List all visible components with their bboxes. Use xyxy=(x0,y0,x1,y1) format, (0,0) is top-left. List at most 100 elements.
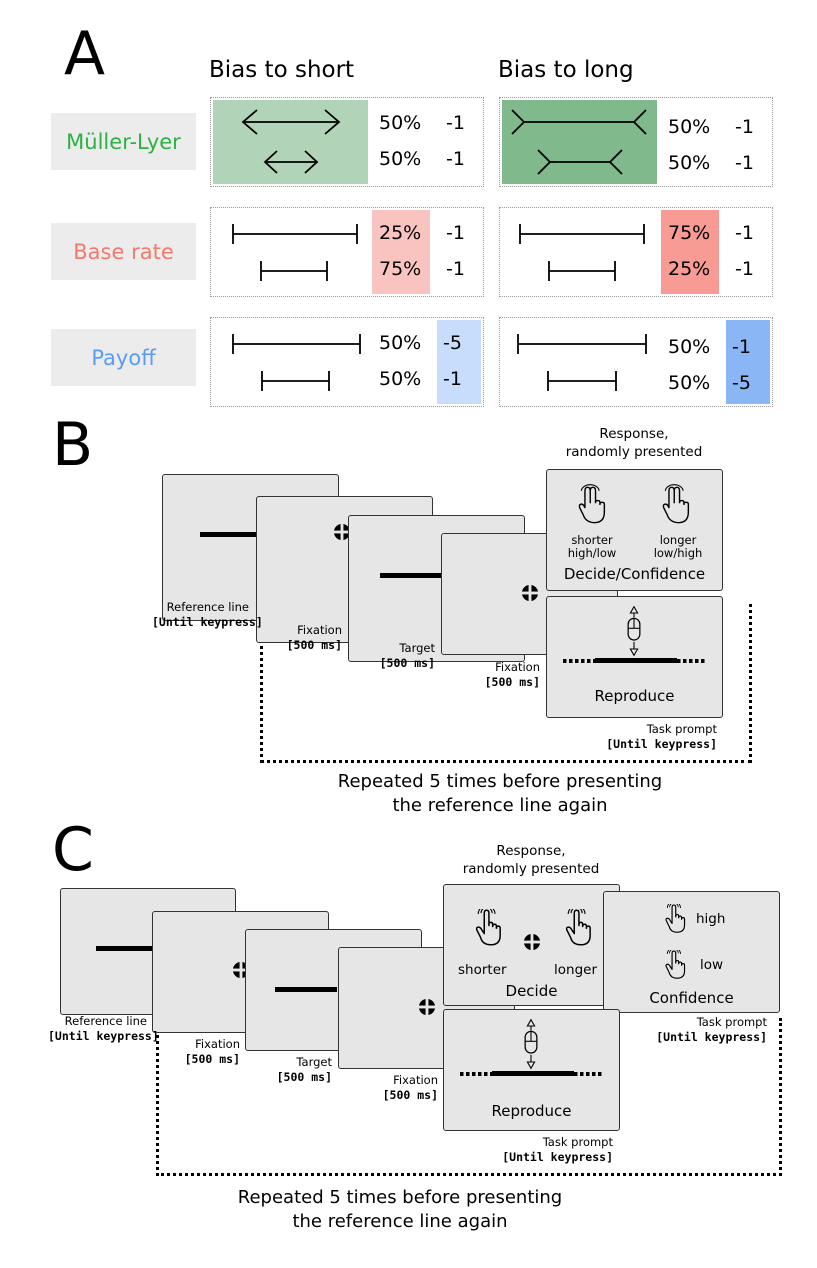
two-finger-tap-icon xyxy=(661,484,691,526)
c-fixation1-caption: Fixation [500 ms] xyxy=(184,1037,240,1066)
muller-lyer-long-figure xyxy=(511,109,647,175)
c-confidence-prompt-caption: Task prompt [Until keypress] xyxy=(656,1015,767,1044)
fixation-icon xyxy=(521,584,539,602)
c-high-label: high xyxy=(696,911,726,927)
c-reproduce-label: Reproduce xyxy=(491,1102,572,1120)
b-reproduce-label: Reproduce xyxy=(594,687,675,705)
po-long-v2: -5 xyxy=(732,372,751,394)
payoff-long-fill xyxy=(726,320,770,404)
b-reproduce-line xyxy=(595,658,677,663)
b-response-title: Response, randomly presented xyxy=(565,426,703,461)
base-rate-label: Base rate xyxy=(51,223,196,280)
panel-b-repeat-frame xyxy=(260,604,752,763)
po-short-v1: -5 xyxy=(443,332,462,354)
panel-c-letter: C xyxy=(52,815,94,885)
muller-lyer-label: Müller-Lyer xyxy=(51,113,196,170)
br-long-p2: 25% xyxy=(668,258,711,280)
muller-lyer-short-box: 50% -1 50% -1 xyxy=(210,97,484,187)
c-fixation2-caption: Fixation [500 ms] xyxy=(382,1073,438,1102)
b-shorter-label: shorter high/low xyxy=(567,533,617,561)
muller-lyer-short-figure xyxy=(241,109,341,174)
c-shorter-label: shorter xyxy=(458,962,507,978)
finger-tap-icon xyxy=(664,904,686,934)
br-long-v2: -1 xyxy=(735,258,754,280)
b-fixation1-caption: Fixation [500 ms] xyxy=(286,623,342,652)
panel-c-repeat-frame xyxy=(156,1018,782,1176)
two-finger-tap-icon xyxy=(577,484,607,526)
fixation-icon xyxy=(523,933,541,951)
ml-long-p1: 50% xyxy=(668,116,711,138)
c-response-title: Response, randomly presented xyxy=(462,843,600,878)
base-rate-long-fill xyxy=(661,210,719,294)
b-reference-caption: Reference line [Until keypress] xyxy=(152,600,263,629)
payoff-short-fill xyxy=(437,320,481,404)
c-target-caption: Target [500 ms] xyxy=(276,1055,332,1084)
b-longer-label: longer low/high xyxy=(653,533,703,561)
mouse-scroll-icon xyxy=(625,605,643,657)
payoff-label: Payoff xyxy=(51,329,196,386)
bias-long-heading: Bias to long xyxy=(498,57,634,83)
br-short-p1: 25% xyxy=(379,222,422,244)
b-fixation2-caption: Fixation [500 ms] xyxy=(484,660,540,689)
c-confidence-label: Confidence xyxy=(649,989,734,1007)
muller-lyer-long-box: 50% -1 50% -1 xyxy=(499,97,773,187)
mouse-scroll-icon xyxy=(522,1018,540,1070)
c-longer-label: longer xyxy=(554,962,597,978)
b-decide-confidence-screen: shorter high/low longer low/high Decide/Co… xyxy=(546,469,723,591)
panel-b-letter: B xyxy=(52,410,94,480)
b-target-line xyxy=(380,573,442,578)
ml-long-v2: -1 xyxy=(735,152,754,174)
fixation-icon xyxy=(418,998,436,1016)
base-rate-long-lines xyxy=(519,224,645,281)
br-short-p2: 75% xyxy=(379,258,422,280)
muller-lyer-short-fill xyxy=(213,100,368,184)
base-rate-short-fill xyxy=(372,210,430,294)
po-long-p2: 50% xyxy=(668,372,711,394)
c-reproduce-screen: Reproduce xyxy=(443,1009,620,1131)
b-target-caption: Target [500 ms] xyxy=(379,641,435,670)
finger-tap-icon xyxy=(664,950,686,980)
b-task-prompt-caption: Task prompt [Until keypress] xyxy=(606,722,717,751)
c-target-line xyxy=(275,987,337,992)
ml-short-p2: 50% xyxy=(379,148,422,170)
br-long-v1: -1 xyxy=(735,222,754,244)
b-decide-confidence-label: Decide/Confidence xyxy=(563,565,706,583)
b-reference-line xyxy=(200,532,262,537)
c-decide-screen: shorter longer Decide xyxy=(443,884,620,1006)
c-low-label: low xyxy=(700,957,724,973)
muller-lyer-long-fill xyxy=(502,100,657,184)
ml-long-v1: -1 xyxy=(735,116,754,138)
ml-short-v2: -1 xyxy=(446,148,465,170)
ml-long-p2: 50% xyxy=(668,152,711,174)
c-task-prompt-caption: Task prompt [Until keypress] xyxy=(502,1135,613,1164)
payoff-long-box: 50% -1 50% -5 xyxy=(499,317,773,407)
br-short-v2: -1 xyxy=(446,258,465,280)
base-rate-long-box: 75% -1 25% -1 xyxy=(499,207,773,297)
c-confidence-screen: high low Confidence xyxy=(603,891,780,1013)
po-short-p2: 50% xyxy=(379,368,422,390)
br-long-p1: 75% xyxy=(668,222,711,244)
payoff-short-lines xyxy=(232,334,361,391)
c-reproduce-line xyxy=(492,1071,574,1076)
ml-short-v1: -1 xyxy=(446,112,465,134)
c-decide-label: Decide xyxy=(505,982,558,1000)
b-repeat-text: Repeated 5 times before presenting the r… xyxy=(337,771,663,817)
c-reference-caption: Reference line [Until keypress] xyxy=(48,1014,159,1043)
base-rate-short-box: 25% -1 75% -1 xyxy=(210,207,484,297)
panel-a-letter: A xyxy=(64,19,106,89)
finger-tap-icon xyxy=(564,909,592,947)
br-short-v1: -1 xyxy=(446,222,465,244)
bias-short-heading: Bias to short xyxy=(209,57,355,83)
payoff-long-lines xyxy=(517,334,647,391)
b-reproduce-screen: Reproduce xyxy=(546,596,723,718)
po-long-v1: -1 xyxy=(732,336,751,358)
base-rate-short-lines xyxy=(232,224,358,281)
po-short-p1: 50% xyxy=(379,332,422,354)
c-reference-line xyxy=(96,946,158,951)
po-long-p1: 50% xyxy=(668,336,711,358)
payoff-short-box: 50% -5 50% -1 xyxy=(210,317,484,407)
po-short-v2: -1 xyxy=(443,368,462,390)
ml-short-p1: 50% xyxy=(379,112,422,134)
finger-tap-icon xyxy=(474,909,502,947)
c-repeat-text: Repeated 5 times before presenting the r… xyxy=(237,1187,563,1233)
